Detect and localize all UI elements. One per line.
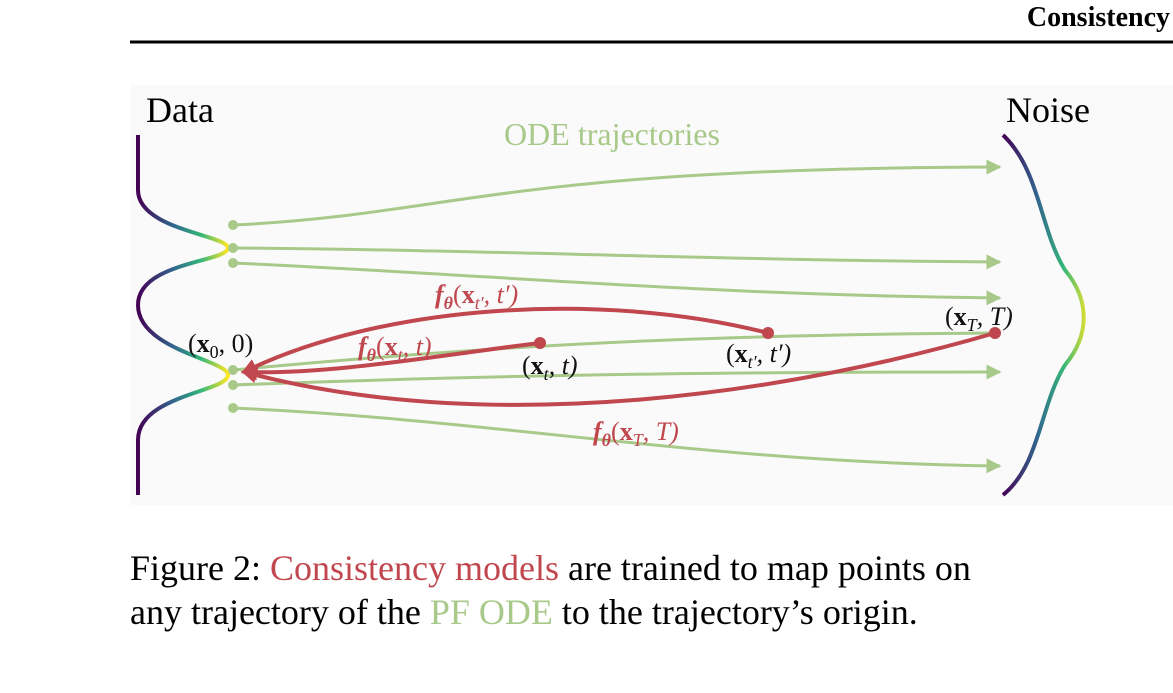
t: (	[188, 329, 197, 358]
x0-label: (x0, 0)	[188, 329, 253, 362]
t: (	[453, 280, 462, 309]
t: x	[197, 329, 210, 358]
caption-text: Consistency models	[270, 548, 559, 588]
t: t′	[475, 293, 485, 313]
point	[534, 337, 546, 349]
caption-text: any trajectory of the	[130, 592, 430, 632]
point	[228, 243, 238, 253]
point	[228, 380, 238, 390]
trajectory	[232, 364, 1002, 387]
t: θ	[602, 430, 612, 450]
trajectory	[232, 246, 1002, 270]
t: x	[735, 339, 748, 368]
trajectory-points	[534, 327, 1001, 349]
caption-text: are trained to map points on	[559, 548, 971, 588]
t: (	[945, 302, 954, 331]
xt-label: (xt, t)	[522, 351, 578, 384]
t: f	[435, 280, 446, 309]
point	[989, 327, 1001, 339]
t: 0	[210, 342, 219, 362]
t: , T)	[643, 417, 679, 446]
caption-text: PF ODE	[430, 592, 553, 632]
map-arrow	[240, 331, 996, 407]
header-title: Consistency	[1027, 2, 1170, 33]
t: , T)	[977, 302, 1013, 331]
t: , t)	[403, 332, 432, 361]
point	[762, 327, 774, 339]
xT-label: (xT, T)	[945, 302, 1013, 335]
t: f	[358, 332, 369, 361]
t: θ	[444, 293, 454, 313]
t: (	[611, 417, 620, 446]
t: , t′)	[484, 280, 519, 309]
caption-line: any trajectory of the PF ODE to the traj…	[130, 592, 918, 632]
point	[228, 220, 238, 230]
t: T	[967, 315, 979, 335]
noise-distribution	[1001, 133, 1086, 497]
t: , t′)	[757, 339, 792, 368]
data-distribution	[135, 135, 231, 495]
point	[228, 258, 238, 268]
data-label: Data	[146, 90, 214, 130]
t: f	[593, 417, 604, 446]
t: (	[726, 339, 735, 368]
t: x	[385, 332, 398, 361]
noise-label: Noise	[1006, 90, 1090, 130]
t: T	[633, 430, 645, 450]
t: x	[531, 351, 544, 380]
trajectories	[232, 159, 1002, 474]
t: θ	[367, 345, 377, 365]
consistency-maps	[240, 306, 996, 407]
t: x	[954, 302, 967, 331]
caption-text: Figure 2:	[130, 548, 270, 588]
start-points	[228, 220, 238, 413]
t: (	[376, 332, 385, 361]
t: x	[620, 417, 633, 446]
trajectory	[232, 406, 1002, 474]
t: t	[398, 345, 404, 365]
t: t′	[748, 352, 758, 372]
f-xT-label: fθ(xT, T)	[593, 417, 679, 450]
point	[228, 403, 238, 413]
trajectory	[232, 159, 1002, 227]
trajectory	[232, 331, 996, 372]
caption-text: to the trajectory’s origin.	[553, 592, 918, 632]
f-xt-label: fθ(xt, t)	[358, 332, 432, 365]
t: (	[522, 351, 531, 380]
t: , 0)	[219, 329, 254, 358]
xtp-label: (xt′, t′)	[726, 339, 791, 372]
point	[228, 365, 238, 375]
map-arrow	[241, 306, 769, 374]
t: t	[544, 364, 550, 384]
t: x	[462, 280, 475, 309]
trajectory	[232, 261, 1002, 306]
map-arrow	[240, 341, 541, 381]
trajectories-label: ODE trajectories	[504, 116, 720, 152]
caption-line: Figure 2: Consistency models are trained…	[130, 548, 971, 588]
t: , t)	[549, 351, 578, 380]
f-xtp-label: fθ(xt′, t′)	[435, 280, 518, 313]
